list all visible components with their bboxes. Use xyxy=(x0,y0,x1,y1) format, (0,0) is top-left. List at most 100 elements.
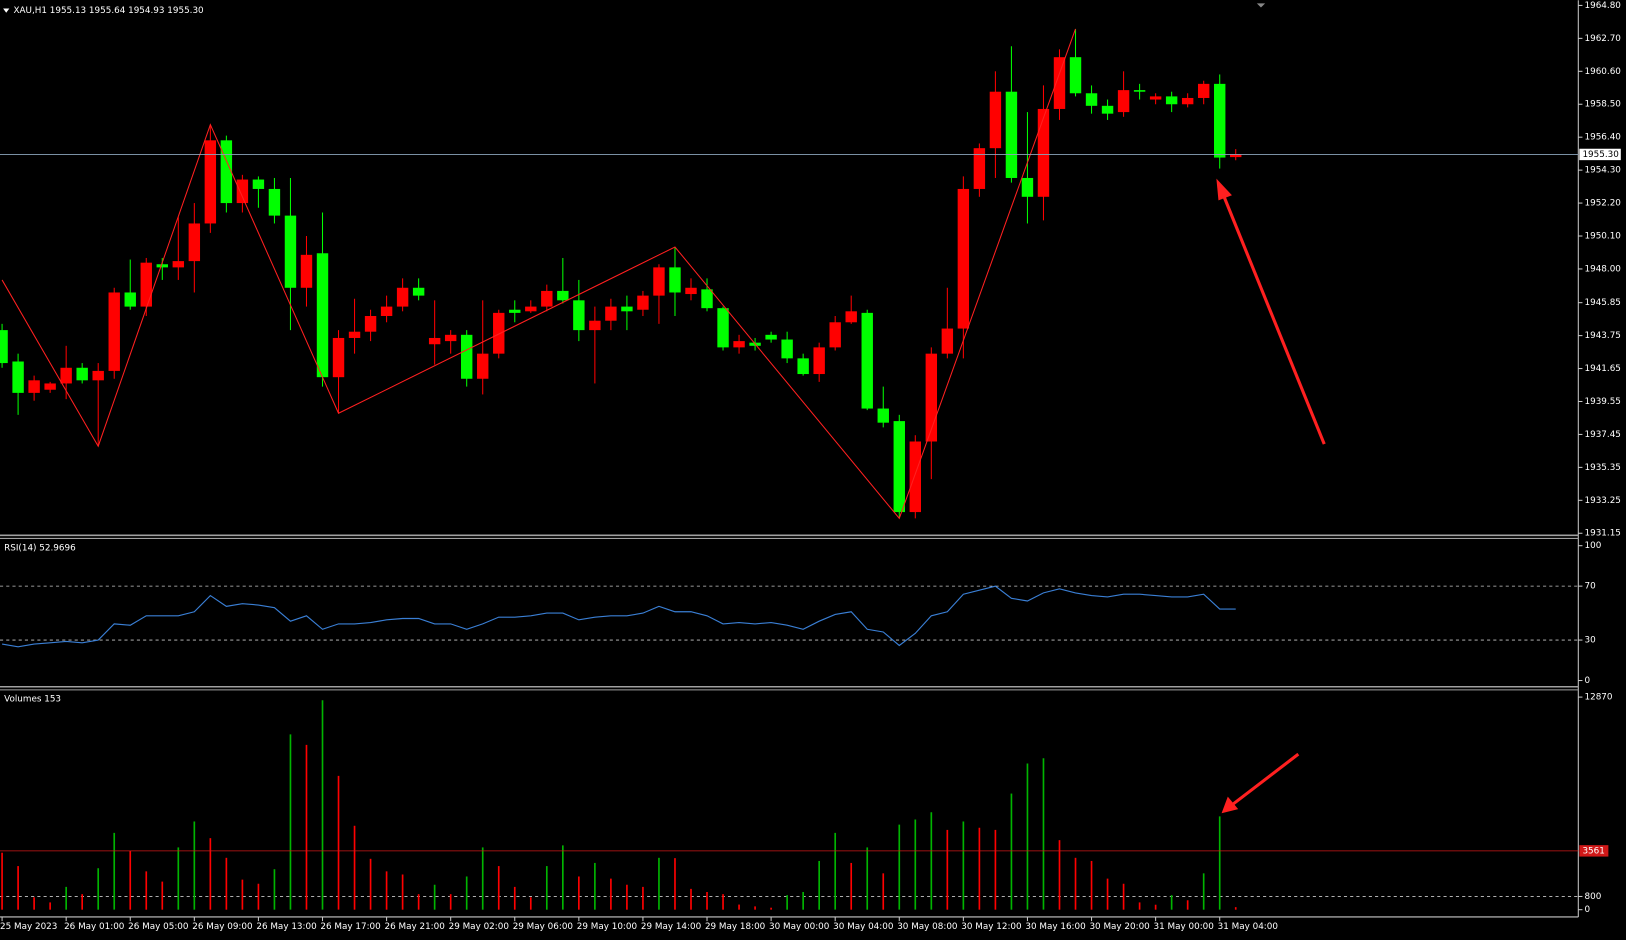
candle-body xyxy=(364,316,377,332)
candle-body xyxy=(557,290,569,301)
rsi-line xyxy=(1,585,1236,648)
candle-body xyxy=(252,179,265,189)
candle-body xyxy=(124,292,136,307)
candle-body xyxy=(973,148,986,189)
candle-body xyxy=(1230,154,1242,158)
candle-body xyxy=(781,339,793,359)
candle-body xyxy=(380,306,393,317)
candle-body xyxy=(220,140,233,204)
candle-body xyxy=(477,353,489,379)
candle-body xyxy=(669,267,681,293)
candle-body xyxy=(76,367,88,381)
candle-body xyxy=(1165,96,1178,105)
x-tick-label: 26 May 05:00 xyxy=(128,922,189,932)
candle-body xyxy=(909,441,922,513)
chart-title: XAU,H1 1955.13 1955.64 1954.93 1955.30 xyxy=(13,6,204,16)
y-tick-label: 1939.55 xyxy=(1585,397,1621,407)
candle-body xyxy=(1037,108,1050,197)
y-tick-label: 1935.35 xyxy=(1585,463,1621,473)
candle-body xyxy=(701,289,713,309)
x-tick-label: 31 May 04:00 xyxy=(1218,922,1279,932)
candle-body xyxy=(172,261,185,268)
candle-body xyxy=(28,380,40,393)
volume-title: Volumes 153 xyxy=(4,695,61,705)
x-tick-label: 26 May 01:00 xyxy=(64,922,125,932)
rsi-title: RSI(14) 52.9696 xyxy=(4,543,76,553)
arrow-shaft xyxy=(1221,192,1326,445)
y-tick-label: 800 xyxy=(1585,892,1602,902)
x-tick-label: 29 May 10:00 xyxy=(577,922,638,932)
y-tick-label: 1945.85 xyxy=(1585,298,1621,308)
candle-body xyxy=(12,361,24,393)
x-tick-label: 26 May 09:00 xyxy=(192,922,253,932)
y-tick-label: 1931.15 xyxy=(1585,529,1621,539)
candle-body xyxy=(108,292,120,371)
candle-body xyxy=(877,408,889,423)
x-tick-label: 30 May 00:00 xyxy=(769,922,830,932)
candle-body xyxy=(861,312,873,409)
y-tick-label: 1960.60 xyxy=(1585,67,1622,77)
x-tick-label: 29 May 06:00 xyxy=(513,922,574,932)
y-tick-label: 1948.00 xyxy=(1585,264,1622,274)
candle-body xyxy=(332,337,345,378)
candle-body xyxy=(1053,57,1066,109)
candle-body xyxy=(268,188,281,216)
candle-body xyxy=(156,264,168,268)
y-tick-label: 30 xyxy=(1585,636,1597,646)
candle-body xyxy=(444,334,457,342)
y-tick-label: 1964.80 xyxy=(1585,1,1622,11)
candle-body xyxy=(1117,90,1130,113)
y-tick-label: 12870 xyxy=(1585,693,1613,703)
candle-body xyxy=(1181,97,1194,105)
volume-level-label: 3561 xyxy=(1582,846,1604,856)
candle-body xyxy=(396,287,409,307)
x-tick-label: 25 May 2023 xyxy=(0,922,57,932)
y-tick-label: 1933.25 xyxy=(1585,496,1621,506)
candle-body xyxy=(493,312,505,354)
arrow-head xyxy=(1216,178,1232,201)
candle-body xyxy=(765,334,777,340)
x-tick-label: 29 May 14:00 xyxy=(641,922,702,932)
candle-body xyxy=(813,347,825,375)
candle-body xyxy=(685,287,697,295)
shift-marker xyxy=(1256,3,1266,8)
candle-body xyxy=(316,253,329,378)
y-tick-label: 70 xyxy=(1585,582,1597,592)
annotation-arrow xyxy=(1216,178,1326,445)
x-tick-label: 26 May 13:00 xyxy=(256,922,317,932)
candle-body xyxy=(925,353,938,442)
current-price-label: 1955.30 xyxy=(1582,150,1619,160)
candle-body xyxy=(236,179,249,204)
candle-body xyxy=(509,309,521,313)
x-tick-label: 29 May 02:00 xyxy=(449,922,510,932)
volume-level-box xyxy=(1579,845,1609,857)
candle-body xyxy=(845,311,857,323)
x-tick-label: 26 May 21:00 xyxy=(385,922,446,932)
y-tick-label: 1937.45 xyxy=(1585,430,1621,440)
candle-body xyxy=(140,262,152,307)
candle-body xyxy=(428,337,441,345)
x-tick-label: 31 May 00:00 xyxy=(1154,922,1215,932)
candle-body xyxy=(1069,57,1082,94)
y-tick-label: 100 xyxy=(1585,541,1602,551)
x-tick-label: 30 May 12:00 xyxy=(961,922,1022,932)
annotation-arrow xyxy=(1221,752,1300,814)
x-tick-label: 30 May 04:00 xyxy=(833,922,894,932)
y-tick-label: 1941.65 xyxy=(1585,364,1621,374)
x-tick-label: 30 May 16:00 xyxy=(1025,922,1086,932)
y-tick-label: 1943.75 xyxy=(1585,331,1621,341)
candle-body xyxy=(1133,90,1146,92)
candle-body xyxy=(733,341,745,348)
arrow-head xyxy=(1221,796,1239,814)
candle-body xyxy=(44,383,56,390)
candle-body xyxy=(460,334,473,379)
candle-body xyxy=(573,300,585,331)
candle-body xyxy=(717,308,729,348)
candle-body xyxy=(1101,105,1114,114)
x-tick-label: 30 May 08:00 xyxy=(897,922,958,932)
candle-body xyxy=(412,287,425,296)
candle-body xyxy=(637,295,649,310)
